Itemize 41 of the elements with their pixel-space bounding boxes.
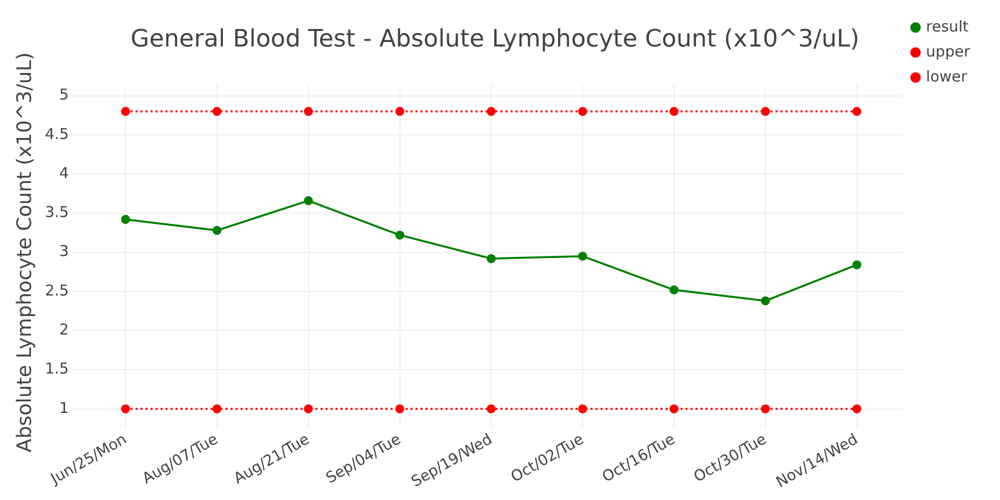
chart-title: General Blood Test - Absolute Lymphocyte Count (x10^3/uL) — [130, 24, 860, 53]
point — [486, 254, 496, 264]
point — [212, 226, 222, 235]
y-tick-label: 4.5 — [44, 124, 69, 143]
legend-label: lower — [926, 67, 968, 86]
point — [121, 106, 130, 116]
point — [670, 106, 679, 116]
point — [578, 252, 588, 261]
y-tick-label: 5 — [59, 86, 69, 104]
y-tick-label: 2.5 — [44, 281, 69, 300]
y-tick-label: 1.5 — [44, 360, 69, 378]
y-axis-title: Absolute Lymphocyte Count (x10^3/uL) — [12, 52, 36, 452]
point — [578, 404, 588, 414]
point — [852, 260, 862, 270]
point — [304, 106, 313, 116]
point — [121, 214, 130, 224]
y-tick-label: 3 — [59, 242, 69, 260]
point — [760, 106, 770, 116]
legend-label: result — [926, 17, 969, 36]
point — [486, 404, 496, 414]
point — [212, 404, 222, 414]
point — [395, 404, 404, 414]
y-tick-label: 4 — [59, 164, 69, 182]
point — [212, 106, 222, 116]
point — [395, 106, 404, 116]
point — [852, 106, 862, 116]
point — [670, 404, 679, 414]
point — [670, 285, 679, 294]
y-tick-label: 2 — [59, 320, 69, 338]
point — [304, 196, 313, 206]
point — [852, 404, 862, 414]
y-tick-label: 3.5 — [44, 203, 69, 222]
point — [121, 404, 130, 414]
y-tick-label: 1 — [59, 398, 69, 417]
point — [760, 404, 770, 414]
point — [395, 230, 404, 240]
point — [486, 106, 496, 116]
point — [578, 106, 588, 116]
point — [760, 296, 770, 306]
point — [304, 404, 313, 414]
legend-label: upper — [926, 42, 971, 60]
